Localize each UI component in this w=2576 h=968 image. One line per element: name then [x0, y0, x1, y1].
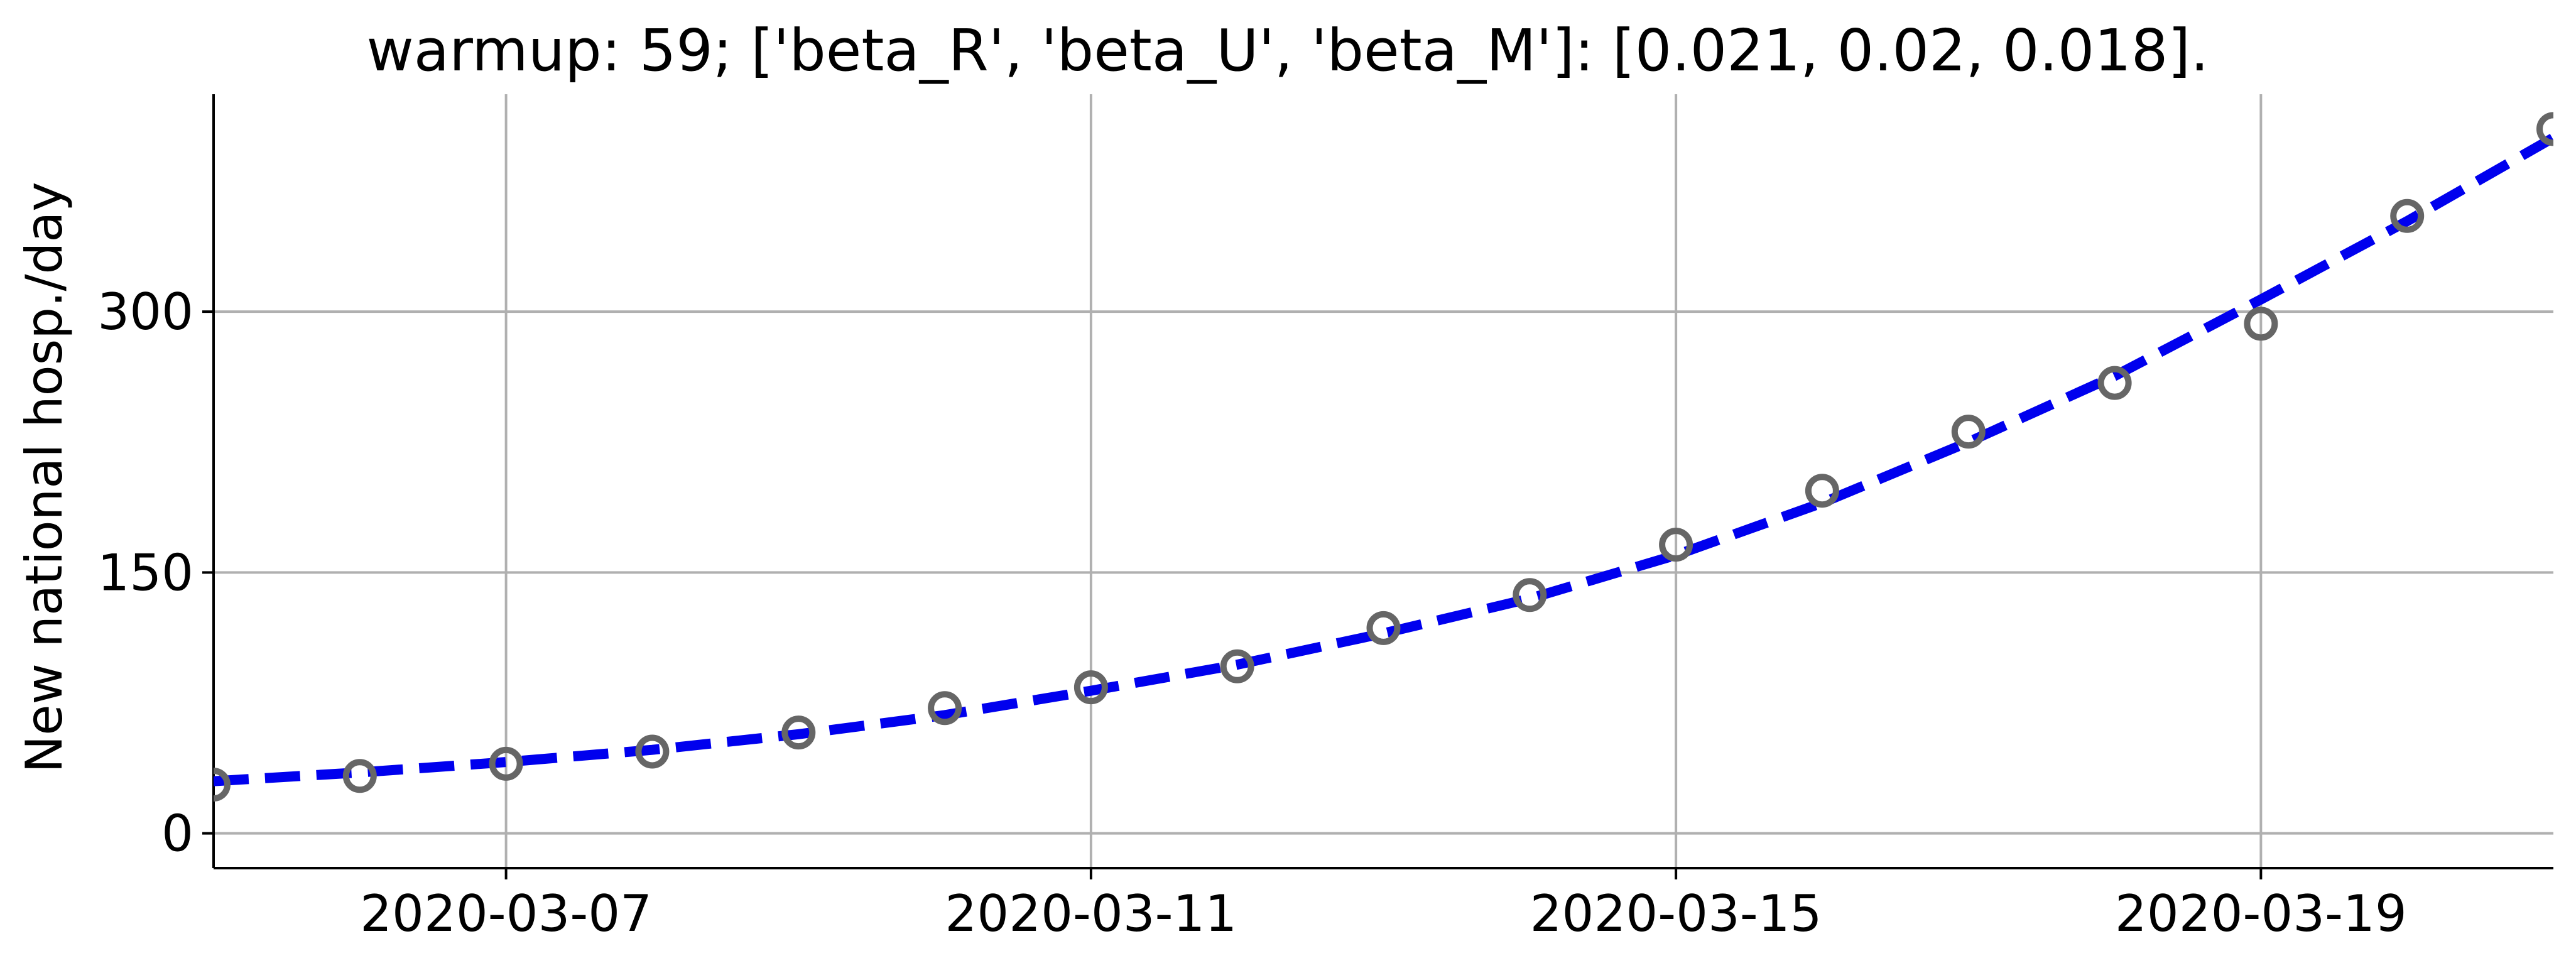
plot-area — [214, 112, 2553, 802]
ticks: 2020-03-07 2020-03-11 2020-03-15 2020-03-19… — [97, 283, 2407, 943]
observed-point — [635, 734, 670, 769]
observed-point — [1951, 415, 1986, 449]
y-tick-label: 150 — [97, 543, 193, 602]
observed-point — [1220, 649, 1254, 683]
observed-point — [2097, 366, 2132, 400]
observed-point — [1805, 474, 1839, 508]
observed-point — [2390, 198, 2425, 233]
observed-point — [781, 715, 816, 750]
axes — [212, 94, 2553, 869]
observed-point — [1366, 611, 1401, 645]
observed-point — [1513, 578, 1547, 612]
x-tick-label: 2020-03-11 — [945, 884, 1237, 943]
observed-point — [2536, 112, 2553, 146]
y-tick-label: 300 — [97, 283, 193, 341]
chart-title: warmup: 59; ['beta_R', 'beta_U', 'beta_M… — [366, 17, 2209, 84]
model-fit-line — [214, 133, 2553, 786]
grid — [214, 94, 2553, 868]
observed-point — [1073, 670, 1108, 705]
x-tick-label: 2020-03-15 — [1530, 884, 1822, 943]
observed-point — [342, 759, 377, 793]
x-tick-label: 2020-03-07 — [360, 884, 652, 943]
observed-point — [1659, 528, 1693, 562]
observed-point — [214, 768, 231, 802]
x-tick-label: 2020-03-19 — [2115, 884, 2407, 943]
observed-point — [928, 691, 962, 726]
observed-point — [489, 746, 523, 781]
y-tick-label: 0 — [161, 805, 193, 863]
observed-point — [2244, 307, 2278, 341]
y-axis-label: New national hosp./day — [15, 182, 73, 773]
